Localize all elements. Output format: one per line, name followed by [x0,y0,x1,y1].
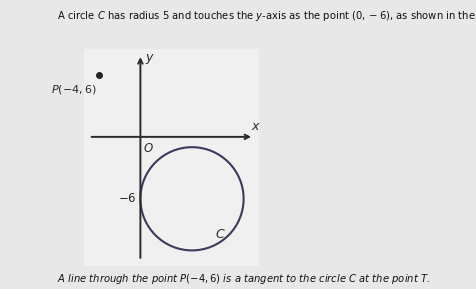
Text: A circle $C$ has radius 5 and touches the $y$-axis as the point $(0,-6)$, as sho: A circle $C$ has radius 5 and touches th… [57,9,476,23]
Text: $x$: $x$ [251,120,261,133]
Text: $O$: $O$ [143,142,154,155]
Text: $-6$: $-6$ [118,192,136,205]
Text: $C$: $C$ [215,228,226,241]
Text: $P(-4,6)$: $P(-4,6)$ [51,83,97,96]
Text: A line through the point $P\left(-4,6\right)$ is a tangent to the circle $C$ at : A line through the point $P\left(-4,6\ri… [57,272,430,286]
Text: $y$: $y$ [145,52,154,66]
